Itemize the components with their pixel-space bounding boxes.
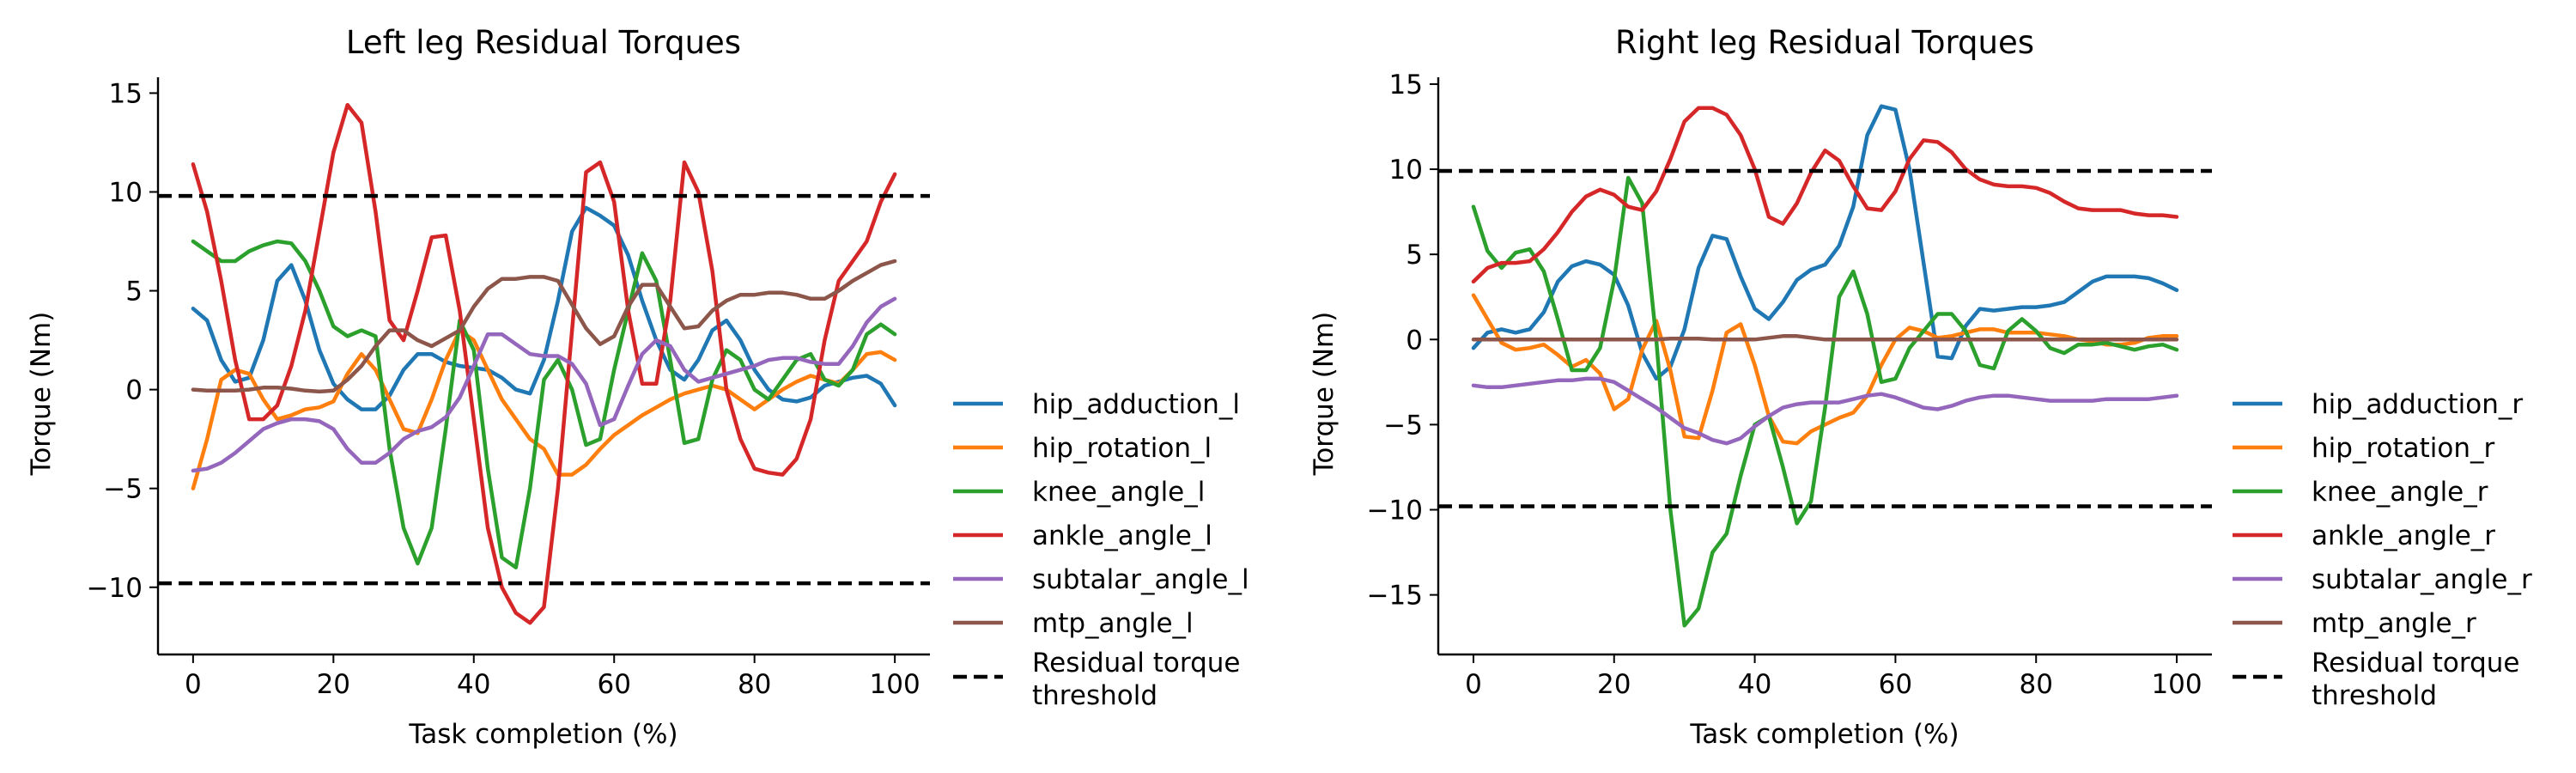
x-tick-label: 60 [1879, 669, 1912, 700]
x-tick-label: 20 [1597, 669, 1631, 700]
y-tick-label: −10 [1367, 496, 1423, 526]
series-line-subtalar_angle_r [1471, 376, 2179, 446]
series-line-subtalar_angle_l [191, 296, 897, 473]
series-line-hip_rotation_l [191, 328, 897, 490]
plot-area: 0 20 40 60 80 100 −10 −5 0 5 10 15 [87, 77, 930, 700]
legend-entry-hip_adduction_l: hip_adduction_l [1032, 389, 1240, 420]
legend-entry-ankle_angle_l: ankle_angle_l [1032, 520, 1212, 551]
y-tick-label: 5 [125, 277, 143, 307]
x-tick-label: 100 [2151, 669, 2202, 700]
x-tick-label: 20 [317, 669, 350, 700]
legend-entry-knee_angle_l: knee_angle_l [1032, 477, 1205, 508]
y-tick-label: 0 [1406, 325, 1423, 356]
y-tick-label: 15 [109, 78, 143, 109]
legend-entry-mtp_angle_r: mtp_angle_r [2312, 608, 2476, 639]
series-line-mtp_angle_l [191, 259, 897, 394]
x-tick-label: 60 [598, 669, 631, 700]
plot-area: 0 20 40 60 80 100 −15 −10 −5 0 5 10 15 [1367, 70, 2212, 700]
x-tick-label: 80 [2020, 669, 2053, 700]
legend-entry-hip_adduction_r: hip_adduction_r [2312, 389, 2523, 420]
y-tick-label: −5 [1383, 410, 1423, 441]
chart-title: Right leg Residual Torques [1615, 24, 2034, 61]
y-tick-label: 10 [109, 177, 143, 208]
legend-entry-hip_rotation_r: hip_rotation_r [2312, 433, 2495, 464]
x-tick-label: 0 [185, 669, 202, 700]
series-line-knee_angle_r [1471, 175, 2179, 628]
left-leg-chart: Left leg Residual Torques Task completio… [26, 24, 1249, 750]
y-tick-label: 15 [1389, 70, 1423, 100]
legend-entry-subtalar_angle_r: subtalar_angle_r [2312, 564, 2532, 595]
legend-entry-subtalar_angle_l: subtalar_angle_l [1032, 564, 1249, 595]
right-leg-chart: Right leg Residual Torques Task completi… [1309, 24, 2532, 750]
x-tick-label: 80 [738, 669, 771, 700]
chart-title: Left leg Residual Torques [346, 24, 741, 61]
x-axis-label: Task completion (%) [1689, 719, 1959, 750]
x-tick-label: 100 [870, 669, 920, 700]
series-line-knee_angle_l [191, 239, 897, 569]
legend-entry-mtp_angle_l: mtp_angle_l [1032, 608, 1194, 639]
y-axis-label: Torque (Nm) [1309, 312, 1340, 477]
series-line-ankle_angle_r [1471, 106, 2179, 284]
x-tick-label: 40 [1738, 669, 1771, 700]
y-tick-label: 0 [125, 375, 143, 406]
y-tick-label: 5 [1406, 240, 1423, 271]
series-line-ankle_angle_l [191, 102, 897, 625]
legend: hip_adduction_r hip_rotation_r knee_angle_… [2233, 389, 2532, 711]
legend-entry-hip_rotation_l: hip_rotation_l [1032, 433, 1212, 464]
series-line-hip_adduction_l [191, 205, 897, 411]
legend-entry-knee_angle_r: knee_angle_r [2312, 477, 2488, 508]
y-tick-label: 10 [1389, 155, 1423, 186]
y-tick-label: −5 [103, 474, 143, 505]
y-axis-label: Torque (Nm) [26, 312, 57, 477]
y-tick-label: −10 [87, 573, 143, 604]
series-line-mtp_angle_r [1471, 334, 2179, 342]
y-tick-label: −15 [1367, 581, 1423, 612]
legend-entry-threshold: Residual torque threshold [2312, 648, 2520, 711]
legend-entry-ankle_angle_r: ankle_angle_r [2312, 520, 2495, 551]
x-axis-label: Task completion (%) [408, 719, 677, 750]
legend: hip_adduction_l hip_rotation_l knee_angle_… [953, 389, 1249, 711]
x-tick-label: 40 [457, 669, 490, 700]
legend-entry-threshold: Residual torque threshold [1032, 648, 1241, 711]
x-tick-label: 0 [1465, 669, 1482, 700]
series-line-hip_adduction_r [1471, 104, 2179, 381]
